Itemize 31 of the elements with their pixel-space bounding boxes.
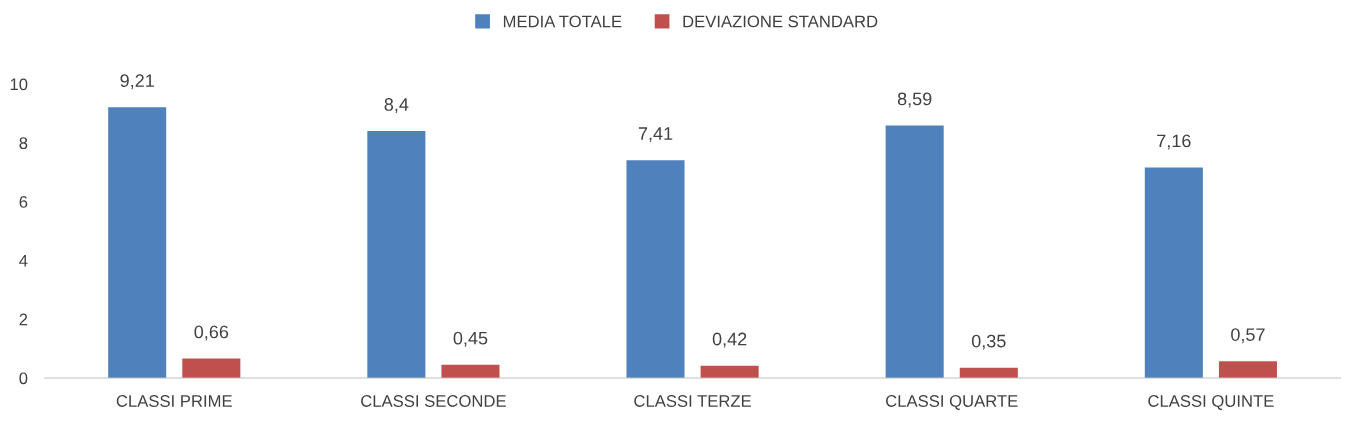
- x-tick-label: CLASSI QUARTE: [886, 395, 1018, 410]
- data-label: 7,41: [638, 127, 673, 143]
- bar: [108, 107, 167, 378]
- y-tick-label: 6: [19, 196, 28, 208]
- legend-label: DEVIAZIONE STANDARD: [683, 15, 878, 28]
- bar: [1218, 361, 1277, 378]
- bar: [367, 131, 426, 378]
- x-tick-label: CLASSI PRIME: [116, 395, 232, 407]
- x-tick-label: CLASSI TERZE: [634, 395, 751, 407]
- y-tick-label: 8: [19, 137, 28, 150]
- bar: [182, 358, 241, 378]
- data-label: 9,21: [120, 74, 154, 90]
- data-label: 7,16: [1157, 134, 1191, 150]
- data-label: 0,42: [712, 332, 747, 348]
- y-tick-label: 2: [19, 313, 28, 326]
- data-label: 8,59: [897, 92, 932, 108]
- y-tick-label: 4: [19, 254, 28, 267]
- y-tick-label: 0: [19, 372, 28, 385]
- data-label: 0,35: [971, 334, 1006, 350]
- data-label: 0,45: [453, 331, 488, 347]
- bar: [1144, 167, 1203, 378]
- data-label: 8,4: [384, 98, 409, 113]
- data-label: 0,66: [194, 325, 229, 341]
- data-label: 0,57: [1231, 328, 1265, 344]
- x-tick-label: CLASSI QUINTE: [1148, 395, 1274, 410]
- bar: [441, 364, 500, 378]
- bar: [885, 125, 944, 378]
- legend-label: MEDIA TOTALE: [503, 15, 622, 28]
- y-tick-label: 10: [10, 78, 28, 91]
- bar: [626, 160, 685, 378]
- x-tick-label: CLASSI SECONDE: [361, 395, 506, 407]
